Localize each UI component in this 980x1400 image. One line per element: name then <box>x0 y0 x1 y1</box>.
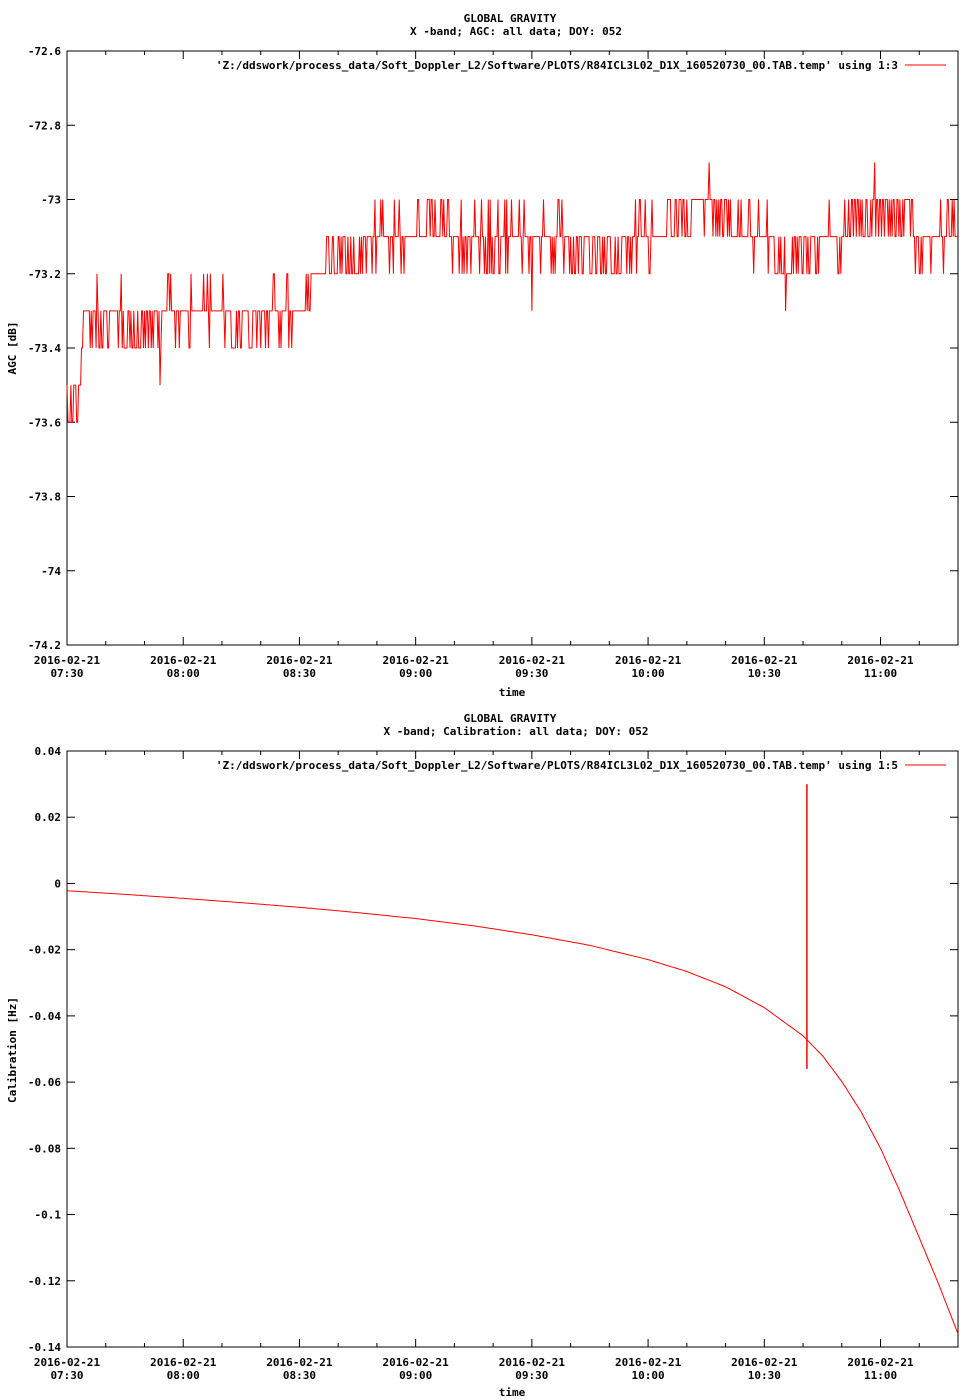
y-tick-label: -0.14 <box>28 1341 61 1354</box>
y-tick-label: -73.6 <box>28 416 61 429</box>
y-tick-label: 0 <box>54 877 61 890</box>
x-axis: 2016-02-2107:302016-02-2108:002016-02-21… <box>34 51 959 680</box>
y-tick-label: -73.8 <box>28 491 61 504</box>
plot-frame <box>66 750 959 1348</box>
chart-title: GLOBAL GRAVITY <box>464 12 557 25</box>
y-tick-label: -0.02 <box>28 944 61 957</box>
x-tick-label-date: 2016-02-21 <box>266 1356 333 1369</box>
x-tick-label-date: 2016-02-21 <box>615 1356 682 1369</box>
x-tick-label-time: 07:30 <box>50 667 83 680</box>
y-tick-label: 0.02 <box>35 811 62 824</box>
y-tick-label: -73 <box>41 194 61 207</box>
y-tick-label: 0.04 <box>35 745 62 758</box>
x-tick-label-time: 08:30 <box>283 667 316 680</box>
x-tick-label-time: 10:30 <box>748 667 781 680</box>
x-tick-label-time: 08:30 <box>283 1369 316 1382</box>
chart-subtitle: X -band; Calibration: all data; DOY: 052 <box>384 725 649 738</box>
x-tick-label-date: 2016-02-21 <box>499 654 566 667</box>
series-agc <box>66 162 958 423</box>
y-axis-label: AGC [dB] <box>6 322 19 375</box>
calibration-chart: GLOBAL GRAVITY X -band; Calibration: all… <box>6 712 959 1399</box>
x-tick-label-time: 10:30 <box>748 1369 781 1382</box>
y-axis: -72.6 -72.8 -73 -73.2 -73.4 -73.6 -73.8 -74 -74.… <box>28 45 958 652</box>
x-tick-label-date: 2016-02-21 <box>34 654 101 667</box>
y-tick-label: -72.8 <box>28 119 61 132</box>
series-line <box>66 890 959 1334</box>
x-tick-label-time: 08:00 <box>167 667 200 680</box>
y-axis: 0.04 0.02 0 -0.02 -0.04 -0.06 -0.08 -0.1 -0.12 -0… <box>28 745 958 1354</box>
x-axis: 2016-02-2107:302016-02-2108:002016-02-21… <box>34 751 959 1382</box>
x-tick-label-date: 2016-02-21 <box>34 1356 101 1369</box>
x-tick-label-date: 2016-02-21 <box>731 654 798 667</box>
plot-frame <box>66 50 959 646</box>
x-tick-label-date: 2016-02-21 <box>150 654 217 667</box>
x-tick-label-time: 10:00 <box>632 1369 665 1382</box>
chart-subtitle: X -band; AGC: all data; DOY: 052 <box>410 25 622 38</box>
x-tick-label-time: 08:00 <box>167 1369 200 1382</box>
y-tick-label: -74 <box>41 565 61 578</box>
x-tick-label-date: 2016-02-21 <box>266 654 333 667</box>
y-tick-label: -73.2 <box>28 268 61 281</box>
legend-entry: 'Z:/ddswork/process_data/Soft_Doppler_L2… <box>216 759 898 772</box>
x-tick-label-date: 2016-02-21 <box>499 1356 566 1369</box>
x-tick-label-time: 09:30 <box>515 667 548 680</box>
agc-chart: GLOBAL GRAVITY X -band; AGC: all data; D… <box>6 12 959 699</box>
x-tick-label-date: 2016-02-21 <box>383 654 450 667</box>
y-axis-label: Calibration [Hz] <box>6 997 19 1103</box>
x-tick-label-time: 09:30 <box>515 1369 548 1382</box>
y-tick-label: -0.06 <box>28 1076 61 1089</box>
y-tick-label: -72.6 <box>28 45 61 58</box>
x-tick-label-time: 09:00 <box>399 1369 432 1382</box>
x-tick-label-time: 11:00 <box>864 667 897 680</box>
series-calibration <box>66 784 959 1334</box>
y-tick-label: -0.08 <box>28 1142 61 1155</box>
x-tick-label-date: 2016-02-21 <box>383 1356 450 1369</box>
x-axis-label: time <box>499 1386 526 1399</box>
series-line <box>66 162 958 423</box>
x-tick-label-time: 09:00 <box>399 667 432 680</box>
legend-entry: 'Z:/ddswork/process_data/Soft_Doppler_L2… <box>216 59 898 72</box>
x-tick-label-date: 2016-02-21 <box>150 1356 217 1369</box>
x-axis-label: time <box>499 686 526 699</box>
chart-title: GLOBAL GRAVITY <box>464 712 557 725</box>
x-tick-label-time: 11:00 <box>864 1369 897 1382</box>
y-tick-label: -0.12 <box>28 1275 61 1288</box>
x-tick-label-time: 10:00 <box>632 667 665 680</box>
x-tick-label-date: 2016-02-21 <box>731 1356 798 1369</box>
y-tick-label: -0.04 <box>28 1010 61 1023</box>
x-tick-label-date: 2016-02-21 <box>847 654 914 667</box>
x-tick-label-time: 07:30 <box>50 1369 83 1382</box>
y-tick-label: -74.2 <box>28 639 61 652</box>
y-tick-label: -0.1 <box>35 1209 62 1222</box>
y-tick-label: -73.4 <box>28 342 61 355</box>
x-tick-label-date: 2016-02-21 <box>847 1356 914 1369</box>
x-tick-label-date: 2016-02-21 <box>615 654 682 667</box>
